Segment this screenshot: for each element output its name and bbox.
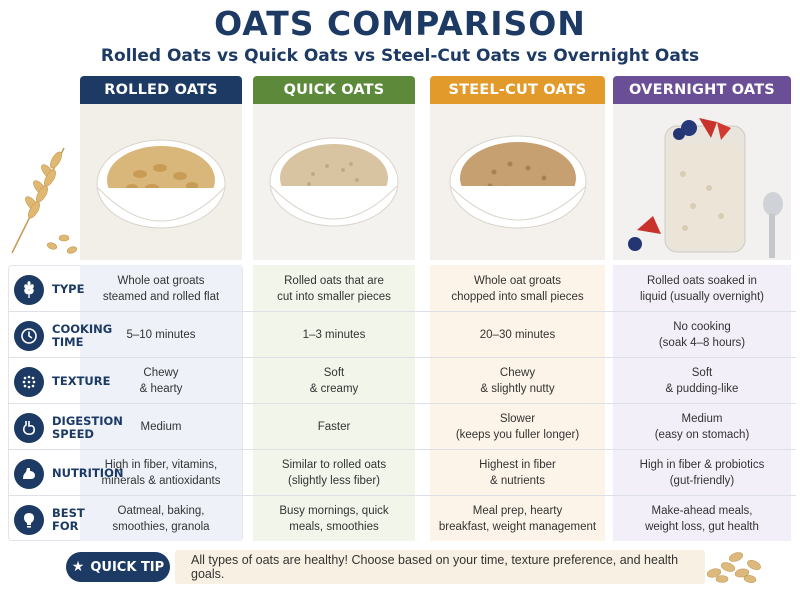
texture-dots-icon: [14, 367, 44, 397]
table-cell: Chewy & hearty: [139, 367, 183, 395]
table-cell: Meal prep, hearty breakfast, weight mana…: [438, 505, 597, 533]
row-label-text: NUTRITION: [52, 466, 124, 481]
muscle-icon: [14, 459, 44, 489]
table-cell: Similar to rolled oats (slightly less fi…: [281, 459, 387, 487]
overnight-oats-jar-image: [613, 104, 791, 260]
table-cell: Oatmeal, baking, smoothies, granola: [112, 505, 210, 533]
wheat-icon: [14, 275, 44, 305]
row-label-texture: TEXTURE: [14, 359, 110, 405]
row-divider: [8, 449, 796, 450]
stomach-icon: [14, 413, 44, 443]
row-label-digestion-speed: DIGESTION SPEED: [14, 405, 123, 451]
column-header-steel-cut-oats: STEEL-CUT OATS: [430, 76, 605, 104]
row-label-text: COOKING TIME: [52, 321, 113, 349]
table-cell: 20–30 minutes: [479, 329, 556, 342]
table-cell: Soft & pudding-like: [665, 367, 739, 395]
quick-tip-label: QUICK TIP: [90, 559, 165, 575]
row-label-type: TYPE: [14, 267, 110, 313]
column-header-overnight-oats: OVERNIGHT OATS: [613, 76, 791, 104]
steel-cut-oats-bowl-image: [430, 104, 605, 260]
table-cell: Soft & creamy: [309, 367, 359, 395]
star-icon: ★: [71, 559, 85, 575]
quick-tip-text: All types of oats are healthy! Choose ba…: [191, 553, 679, 581]
row-divider: [8, 311, 796, 312]
table-cell: Busy mornings, quick meals, smoothies: [279, 505, 389, 533]
row-label-text: BEST FOR: [52, 505, 85, 533]
page-subtitle: Rolled Oats vs Quick Oats vs Steel-Cut O…: [100, 46, 700, 66]
page-title: OATS COMPARISON: [214, 4, 586, 43]
lightbulb-icon: [14, 505, 44, 535]
oat-flakes-decoration-image: [700, 543, 766, 585]
table-cell: Whole oat groats chopped into small piec…: [451, 275, 584, 303]
table-cell: Medium: [140, 421, 182, 434]
wheat-stalks-image: [4, 128, 84, 258]
row-divider: [8, 357, 796, 358]
table-cell: Whole oat groats steamed and rolled flat: [102, 275, 220, 303]
row-label-nutrition: NUTRITION: [14, 451, 123, 497]
row-label-text: TEXTURE: [52, 374, 111, 389]
column-header-quick-oats: QUICK OATS: [253, 76, 415, 104]
table-cell: No cooking (soak 4–8 hours): [658, 321, 746, 349]
rolled-oats-bowl-image: [80, 104, 242, 260]
table-cell: High in fiber & probiotics (gut-friendly…: [639, 459, 765, 487]
table-cell: Medium (easy on stomach): [654, 413, 750, 441]
quick-tip-box: All types of oats are healthy! Choose ba…: [175, 550, 705, 584]
row-label-cooking-time: COOKING TIME: [14, 313, 113, 359]
row-label-text: TYPE: [52, 282, 85, 297]
quick-tip-badge: ★ QUICK TIP: [66, 552, 170, 582]
row-label-text: DIGESTION SPEED: [52, 413, 123, 441]
table-cell: Rolled oats that are cut into smaller pi…: [277, 275, 391, 303]
row-divider: [8, 495, 796, 496]
table-cell: 1–3 minutes: [302, 329, 366, 342]
table-cell: Chewy & slightly nutty: [480, 367, 555, 395]
table-cell: Make-ahead meals, weight loss, gut healt…: [645, 505, 759, 533]
row-divider: [8, 403, 796, 404]
row-label-best-for: BEST FOR: [14, 497, 110, 543]
table-cell: Faster: [317, 421, 351, 434]
table-cell: 5–10 minutes: [126, 329, 196, 342]
quick-oats-bowl-image: [253, 104, 415, 260]
table-cell: High in fiber, vitamins, minerals & anti…: [101, 459, 221, 487]
table-cell: Highest in fiber & nutrients: [479, 459, 556, 487]
column-header-rolled-oats: ROLLED OATS: [80, 76, 242, 104]
table-cell: Rolled oats soaked in liquid (usually ov…: [639, 275, 764, 303]
table-cell: Slower (keeps you fuller longer): [455, 413, 580, 441]
clock-icon: [14, 321, 44, 351]
